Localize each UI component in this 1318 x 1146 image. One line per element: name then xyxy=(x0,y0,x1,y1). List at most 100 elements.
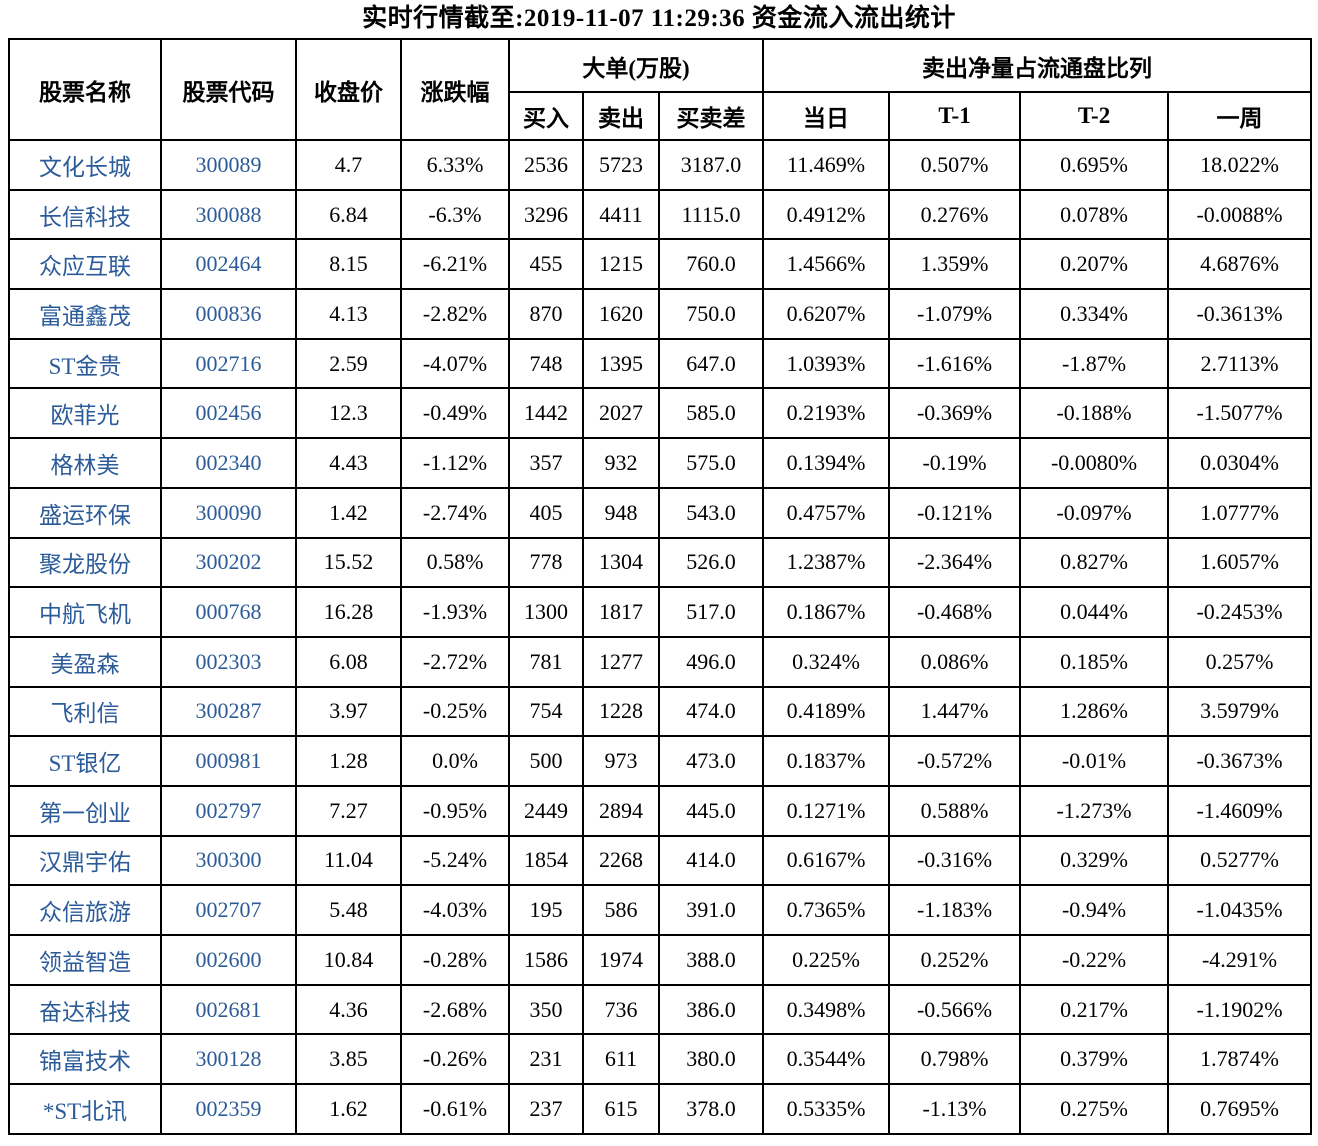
stock-code-cell[interactable]: 002600 xyxy=(160,934,297,986)
t-minus-2-cell: -0.097% xyxy=(1019,486,1170,539)
stock-code-cell[interactable]: 002456 xyxy=(160,387,297,440)
stock-name-cell[interactable]: ST金贵 xyxy=(8,337,162,390)
t-minus-2-cell: -0.188% xyxy=(1019,387,1170,440)
stock-name-cell[interactable]: 众信旅游 xyxy=(8,884,162,936)
close-price-cell: 16.28 xyxy=(295,586,402,638)
stock-name-cell[interactable]: 第一创业 xyxy=(8,784,162,837)
stock-name-cell[interactable]: 文化长城 xyxy=(8,139,162,191)
stock-name-cell[interactable]: 中航飞机 xyxy=(8,586,162,638)
t-minus-1-cell: 0.252% xyxy=(888,934,1022,986)
stock-name-cell[interactable]: 飞利信 xyxy=(8,685,162,738)
t-minus-2-cell: -0.0080% xyxy=(1019,437,1170,489)
t-minus-2-cell: -0.22% xyxy=(1019,934,1170,986)
table-row: 聚龙股份 300202 15.52 0.58% 778 1304 526.0 1.2387% -… xyxy=(8,536,1313,589)
today-cell: 1.4566% xyxy=(762,238,891,291)
sell-cell: 1395 xyxy=(582,337,660,390)
stock-name-cell[interactable]: *ST北讯 xyxy=(8,1083,162,1135)
stock-name-cell[interactable]: 领益智造 xyxy=(8,934,162,986)
today-cell: 0.2193% xyxy=(762,387,891,440)
stock-code-cell[interactable]: 300202 xyxy=(160,536,297,589)
stock-code-cell[interactable]: 002797 xyxy=(160,784,297,837)
buy-sell-diff-cell: 445.0 xyxy=(657,784,765,837)
stock-code-cell[interactable]: 300090 xyxy=(160,486,297,539)
stock-name-cell[interactable]: 锦富技术 xyxy=(8,1033,162,1086)
t-minus-1-cell: -0.316% xyxy=(888,834,1022,887)
table-row: ST金贵 002716 2.59 -4.07% 748 1395 647.0 1.0393% -… xyxy=(8,337,1313,390)
stock-code-cell[interactable]: 002303 xyxy=(160,635,297,688)
t-minus-2-cell: -0.94% xyxy=(1019,884,1170,936)
table-row: ST银亿 000981 1.28 0.0% 500 973 473.0 0.1837% -0.5… xyxy=(8,735,1313,787)
stock-code-cell[interactable]: 300089 xyxy=(160,139,297,191)
table-row: 长信科技 300088 6.84 -6.3% 3296 4411 1115.0 0.4912%… xyxy=(8,188,1313,241)
close-price-cell: 1.42 xyxy=(295,486,402,539)
t-minus-2-cell: 0.185% xyxy=(1019,635,1170,688)
buy-cell: 350 xyxy=(508,983,584,1036)
stock-name-cell[interactable]: 欧菲光 xyxy=(8,387,162,440)
sell-cell: 2027 xyxy=(582,387,660,440)
week-cell: -0.0088% xyxy=(1167,188,1313,241)
today-cell: 0.3498% xyxy=(762,983,891,1036)
t-minus-2-cell: -1.273% xyxy=(1019,784,1170,837)
today-cell: 0.4189% xyxy=(762,685,891,738)
change-pct-cell: -4.07% xyxy=(400,337,510,390)
buy-sell-diff-cell: 647.0 xyxy=(657,337,765,390)
stock-name-cell[interactable]: 众应互联 xyxy=(8,238,162,291)
table-row: 中航飞机 000768 16.28 -1.93% 1300 1817 517.0 0.1867… xyxy=(8,586,1313,638)
today-cell: 11.469% xyxy=(762,139,891,191)
today-cell: 0.4912% xyxy=(762,188,891,241)
stock-code-cell[interactable]: 002707 xyxy=(160,884,297,936)
sell-cell: 615 xyxy=(582,1083,660,1135)
t-minus-1-cell: -0.572% xyxy=(888,735,1022,787)
stock-code-cell[interactable]: 002340 xyxy=(160,437,297,489)
stock-name-cell[interactable]: 聚龙股份 xyxy=(8,536,162,589)
buy-cell: 781 xyxy=(508,635,584,688)
stock-code-cell[interactable]: 002716 xyxy=(160,337,297,390)
stock-name-cell[interactable]: 美盈森 xyxy=(8,635,162,688)
change-pct-cell: -2.74% xyxy=(400,486,510,539)
t-minus-1-cell: -0.369% xyxy=(888,387,1022,440)
buy-sell-diff-cell: 388.0 xyxy=(657,934,765,986)
stock-code-cell[interactable]: 300287 xyxy=(160,685,297,738)
sell-cell: 1974 xyxy=(582,934,660,986)
stock-code-cell[interactable]: 000836 xyxy=(160,288,297,340)
buy-sell-diff-cell: 3187.0 xyxy=(657,139,765,191)
today-cell: 0.324% xyxy=(762,635,891,688)
buy-sell-diff-cell: 1115.0 xyxy=(657,188,765,241)
col-header-t-minus-2: T-2 xyxy=(1019,91,1170,141)
buy-sell-diff-cell: 585.0 xyxy=(657,387,765,440)
stock-name-cell[interactable]: 格林美 xyxy=(8,437,162,489)
stock-name-cell[interactable]: 奋达科技 xyxy=(8,983,162,1036)
table-row: 奋达科技 002681 4.36 -2.68% 350 736 386.0 0.3498% -0… xyxy=(8,983,1313,1036)
stock-code-cell[interactable]: 002464 xyxy=(160,238,297,291)
week-cell: -1.4609% xyxy=(1167,784,1313,837)
table-row: *ST北讯 002359 1.62 -0.61% 237 615 378.0 0.5335% -… xyxy=(8,1083,1313,1135)
stock-code-cell[interactable]: 300300 xyxy=(160,834,297,887)
t-minus-1-cell: 0.588% xyxy=(888,784,1022,837)
sell-cell: 2894 xyxy=(582,784,660,837)
stock-name-cell[interactable]: ST银亿 xyxy=(8,735,162,787)
table-row: 领益智造 002600 10.84 -0.28% 1586 1974 388.0 0.225%… xyxy=(8,934,1313,986)
buy-sell-diff-cell: 575.0 xyxy=(657,437,765,489)
stock-code-cell[interactable]: 300128 xyxy=(160,1033,297,1086)
col-header-today: 当日 xyxy=(762,91,891,141)
buy-cell: 195 xyxy=(508,884,584,936)
stock-code-cell[interactable]: 002359 xyxy=(160,1083,297,1135)
stock-name-cell[interactable]: 富通鑫茂 xyxy=(8,288,162,340)
close-price-cell: 5.48 xyxy=(295,884,402,936)
stock-code-cell[interactable]: 002681 xyxy=(160,983,297,1036)
table-row: 欧菲光 002456 12.3 -0.49% 1442 2027 585.0 0.2193% -… xyxy=(8,387,1313,440)
change-pct-cell: -0.28% xyxy=(400,934,510,986)
stock-name-cell[interactable]: 盛运环保 xyxy=(8,486,162,539)
stock-name-cell[interactable]: 汉鼎宇佑 xyxy=(8,834,162,887)
buy-cell: 2536 xyxy=(508,139,584,191)
stock-code-cell[interactable]: 000981 xyxy=(160,735,297,787)
change-pct-cell: -2.72% xyxy=(400,635,510,688)
today-cell: 1.2387% xyxy=(762,536,891,589)
stock-code-cell[interactable]: 000768 xyxy=(160,586,297,638)
week-cell: 0.5277% xyxy=(1167,834,1313,887)
stock-code-cell[interactable]: 300088 xyxy=(160,188,297,241)
stock-name-cell[interactable]: 长信科技 xyxy=(8,188,162,241)
today-cell: 0.225% xyxy=(762,934,891,986)
change-pct-cell: -0.26% xyxy=(400,1033,510,1086)
t-minus-2-cell: 1.286% xyxy=(1019,685,1170,738)
